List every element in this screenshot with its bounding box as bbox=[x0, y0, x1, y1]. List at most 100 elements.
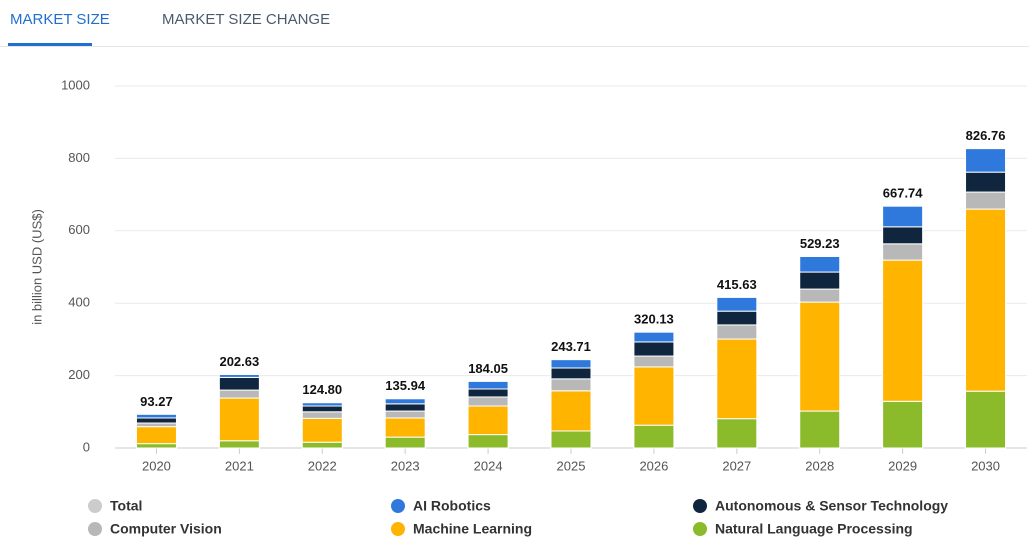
x-tick-label: 2021 bbox=[225, 458, 254, 473]
legend-label[interactable]: AI Robotics bbox=[413, 498, 491, 514]
bar-segment bbox=[301, 411, 343, 419]
total-label: 202.63 bbox=[219, 354, 259, 369]
bar-segment bbox=[301, 441, 343, 449]
bar-segment bbox=[467, 434, 509, 449]
total-label: 135.94 bbox=[385, 378, 426, 393]
bar-segment bbox=[799, 271, 841, 290]
bar-segment bbox=[799, 256, 841, 273]
bar-segment bbox=[135, 443, 177, 449]
bar-segment bbox=[301, 402, 343, 407]
legend-marker[interactable] bbox=[391, 522, 405, 536]
bar-segment bbox=[467, 396, 509, 407]
bar-segment bbox=[135, 422, 177, 428]
total-label: 529.23 bbox=[800, 236, 840, 251]
bar-segment bbox=[467, 405, 509, 436]
bar-segment bbox=[550, 367, 592, 380]
bar-segment bbox=[965, 148, 1007, 173]
x-tick-label: 2028 bbox=[805, 458, 834, 473]
bar-segment bbox=[218, 374, 260, 378]
legend-marker[interactable] bbox=[693, 522, 707, 536]
bar-segment bbox=[550, 430, 592, 449]
x-tick-label: 2023 bbox=[391, 458, 420, 473]
total-label: 826.76 bbox=[966, 128, 1006, 143]
legend-label[interactable]: Natural Language Processing bbox=[715, 521, 913, 537]
bar-segment bbox=[716, 324, 758, 340]
bar-segment bbox=[633, 424, 675, 449]
x-tick-label: 2022 bbox=[308, 458, 337, 473]
total-label: 320.13 bbox=[634, 312, 674, 327]
bar-segment bbox=[716, 310, 758, 326]
x-tick-label: 2027 bbox=[722, 458, 751, 473]
x-tick-label: 2024 bbox=[474, 458, 503, 473]
total-label: 243.71 bbox=[551, 339, 591, 354]
tab-active[interactable]: MARKET SIZE bbox=[10, 11, 110, 28]
y-tick-label: 600 bbox=[68, 222, 90, 237]
bar-segment bbox=[799, 288, 841, 303]
bar-segment bbox=[716, 338, 758, 420]
total-label: 667.74 bbox=[883, 186, 924, 201]
legend-label[interactable]: Computer Vision bbox=[110, 521, 222, 537]
bar-segment bbox=[384, 403, 426, 412]
x-tick-label: 2029 bbox=[888, 458, 917, 473]
bar-segment bbox=[135, 413, 177, 419]
bar-segment bbox=[965, 208, 1007, 392]
bar-segment bbox=[965, 390, 1007, 449]
bar-segment bbox=[467, 380, 509, 390]
bar-segment bbox=[882, 400, 924, 449]
bar-segment bbox=[965, 191, 1007, 210]
bar-segment bbox=[882, 259, 924, 402]
bar-segment bbox=[135, 417, 177, 424]
bar-segment bbox=[384, 410, 426, 419]
legend-label[interactable]: Total bbox=[110, 498, 142, 514]
bar-segment bbox=[218, 389, 260, 399]
legend-marker[interactable] bbox=[88, 522, 102, 536]
y-tick-label: 200 bbox=[68, 367, 90, 382]
x-tick-label: 2025 bbox=[557, 458, 586, 473]
total-label: 184.05 bbox=[468, 361, 508, 376]
bar-segment bbox=[633, 341, 675, 357]
bar-segment bbox=[218, 440, 260, 449]
x-tick-label: 2026 bbox=[639, 458, 668, 473]
x-tick-label: 2030 bbox=[971, 458, 1000, 473]
y-tick-label: 800 bbox=[68, 150, 90, 165]
legend-label[interactable]: Autonomous & Sensor Technology bbox=[715, 498, 948, 514]
total-label: 124.80 bbox=[302, 382, 342, 397]
bar-segment bbox=[633, 355, 675, 368]
y-tick-label: 0 bbox=[83, 439, 90, 454]
bar-segment bbox=[633, 366, 675, 426]
legend-marker[interactable] bbox=[88, 499, 102, 513]
bar-segment bbox=[882, 243, 924, 261]
total-label: 415.63 bbox=[717, 277, 757, 292]
bar-segment bbox=[384, 417, 426, 438]
bar-segment bbox=[135, 426, 177, 445]
bar-segment bbox=[799, 301, 841, 412]
bar-segment bbox=[550, 390, 592, 432]
bar-segment bbox=[550, 359, 592, 369]
bar-segment bbox=[218, 376, 260, 391]
y-axis-label: in billion USD (US$) bbox=[29, 209, 44, 325]
tab[interactable]: MARKET SIZE CHANGE bbox=[162, 11, 330, 28]
bar-segment bbox=[467, 388, 509, 398]
bar-segment bbox=[301, 405, 343, 413]
bar-segment bbox=[550, 378, 592, 392]
total-label: 93.27 bbox=[140, 394, 173, 409]
legend-marker[interactable] bbox=[693, 499, 707, 513]
bar-segment bbox=[716, 296, 758, 312]
bar-segment bbox=[384, 398, 426, 405]
bar-segment bbox=[633, 331, 675, 343]
y-tick-label: 1000 bbox=[61, 77, 90, 92]
bar-segment bbox=[882, 205, 924, 228]
y-tick-label: 400 bbox=[68, 295, 90, 310]
bar-segment bbox=[965, 171, 1007, 193]
bar-segment bbox=[384, 436, 426, 449]
bar-segment bbox=[882, 226, 924, 245]
bar-segment bbox=[301, 417, 343, 443]
bar-segment bbox=[799, 410, 841, 449]
bar-segment bbox=[716, 418, 758, 449]
x-tick-label: 2020 bbox=[142, 458, 171, 473]
tab-underline bbox=[8, 43, 92, 46]
legend-label[interactable]: Machine Learning bbox=[413, 521, 532, 537]
legend-marker[interactable] bbox=[391, 499, 405, 513]
